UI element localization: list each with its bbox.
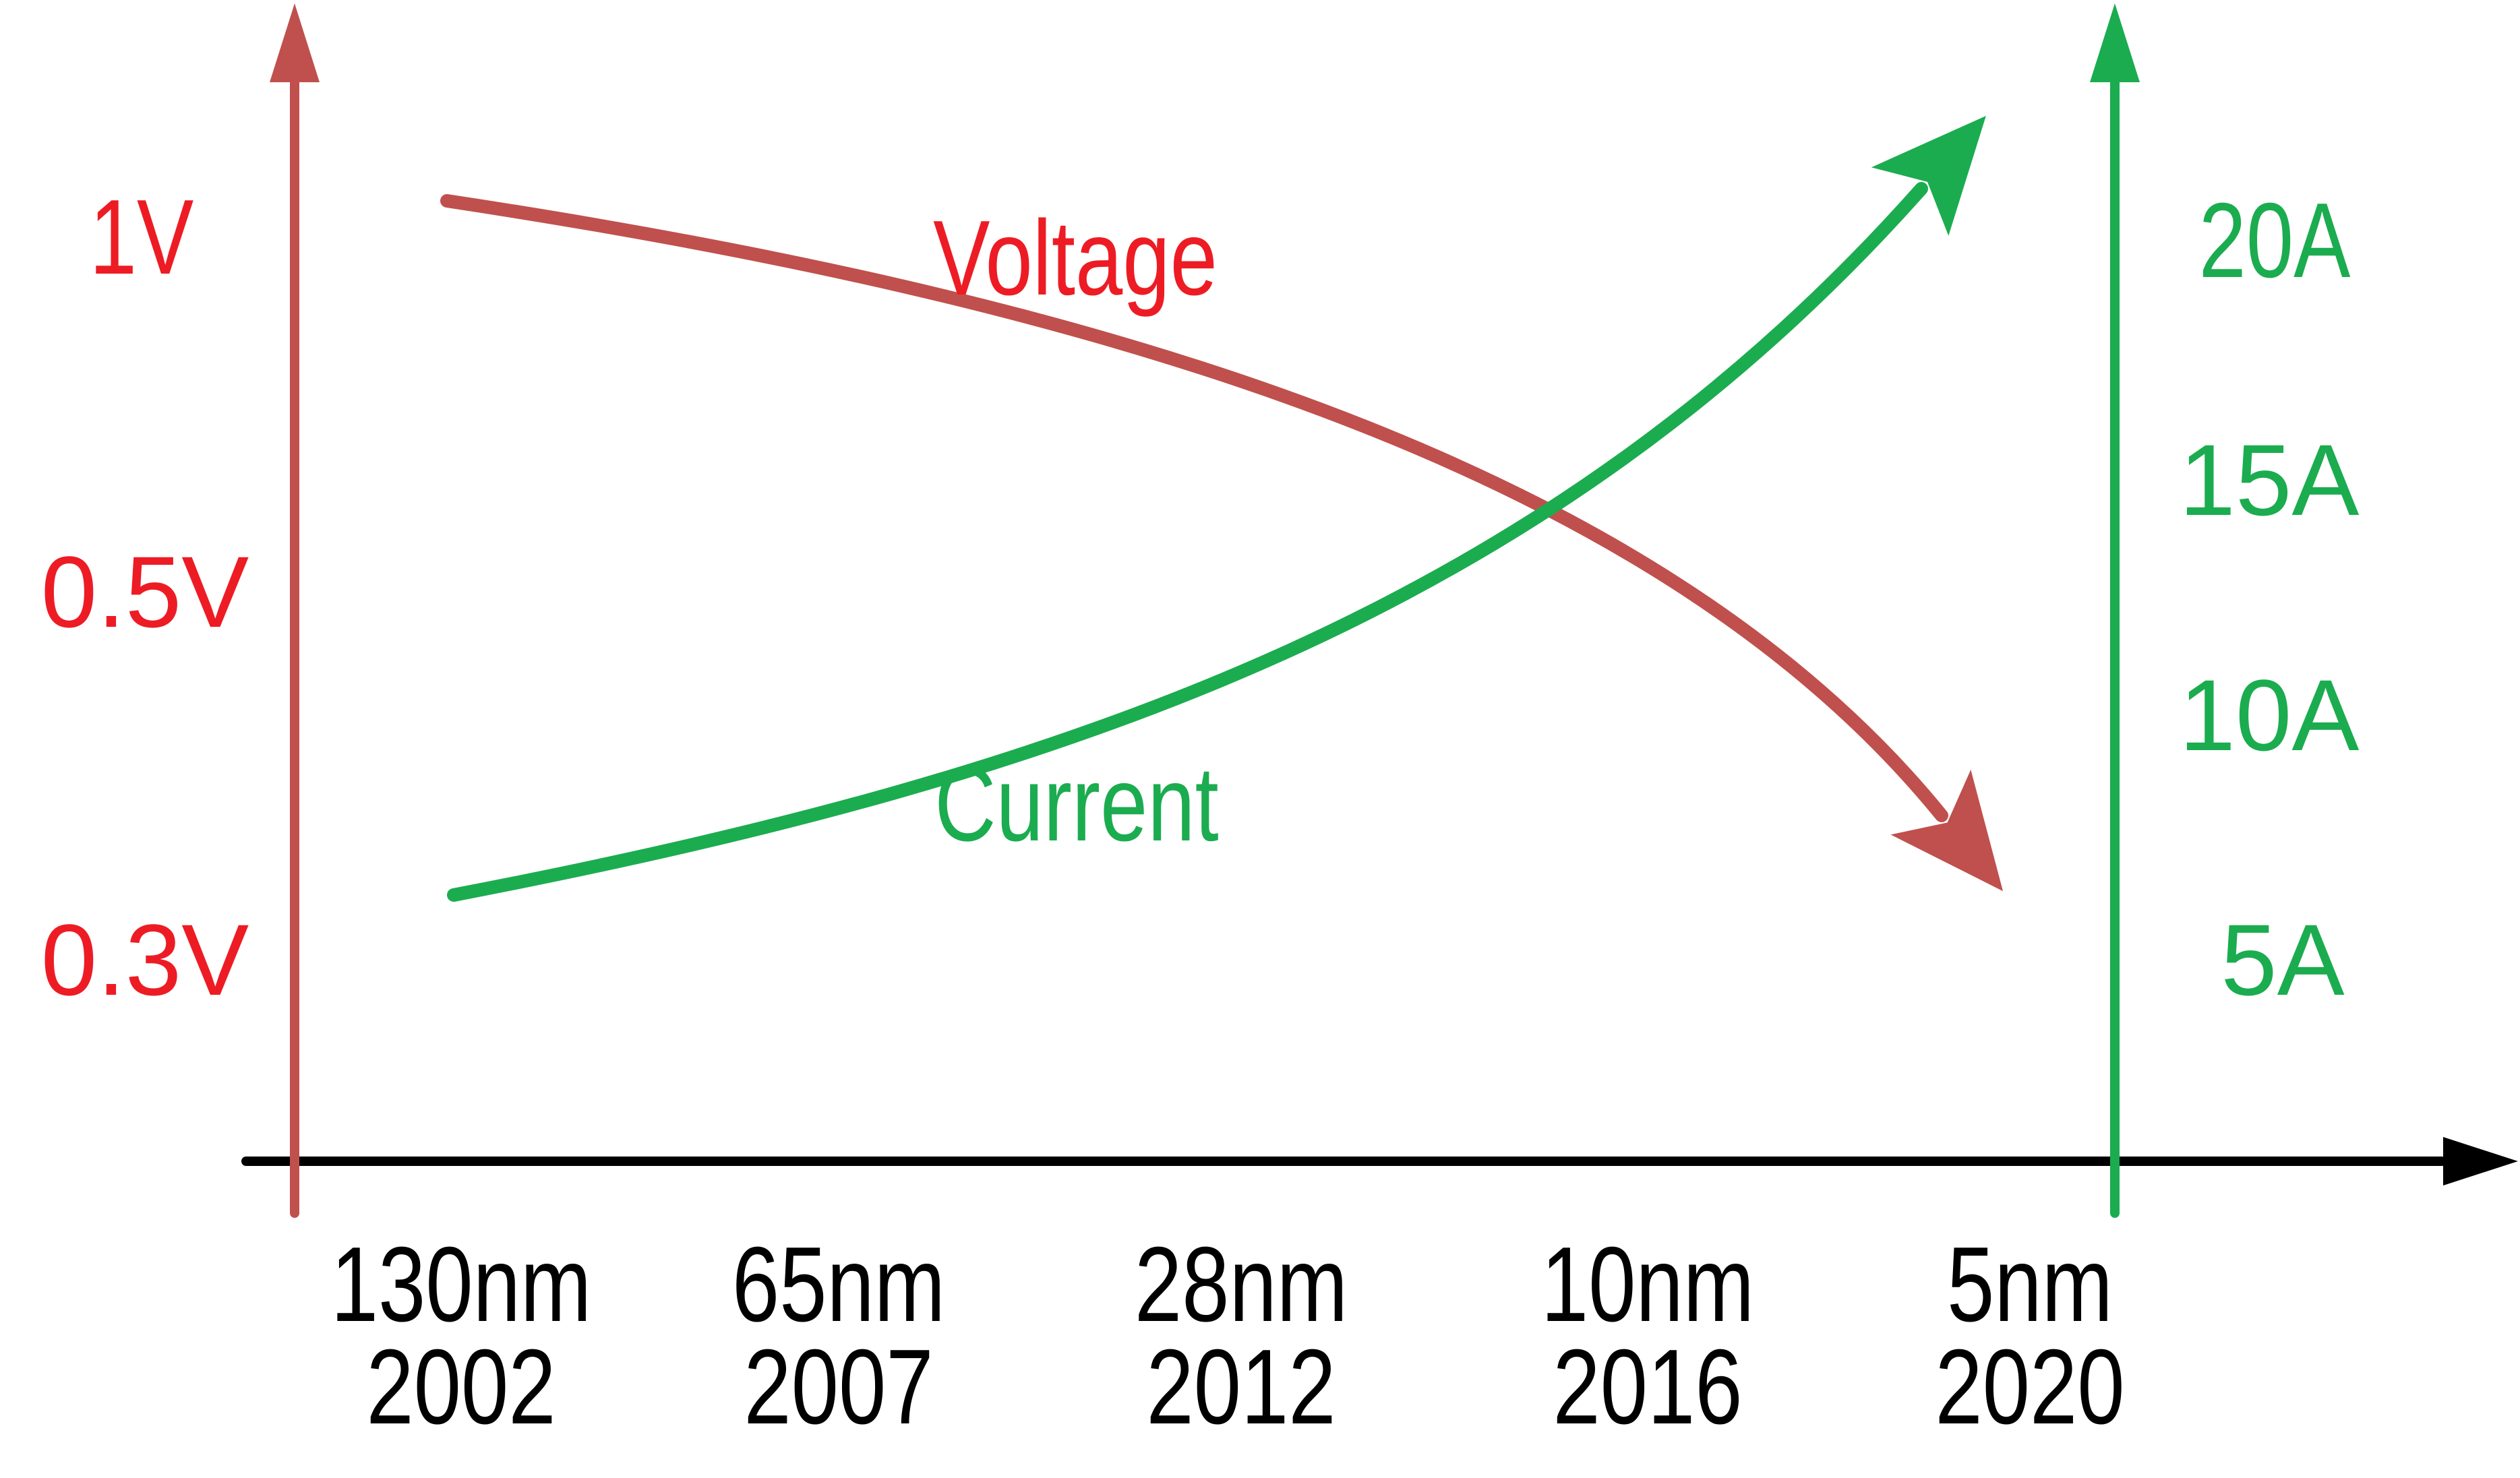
voltage-tick-0-3v: 0.3V [41,903,249,1016]
current-axis-arrowhead-icon [2090,3,2140,82]
voltage-axis [270,3,320,1218]
x-tick-130nm-2002: 130nm 2002 [331,1225,591,1447]
voltage-tick-1v: 1V [90,178,194,297]
x-tick-year-2012: 2012 [1146,1328,1336,1447]
x-tick-year-2002: 2002 [366,1328,556,1447]
current-curve [447,115,1986,902]
x-tick-node-10nm: 10nm [1541,1225,1754,1345]
current-tick-15a: 15A [2180,423,2360,536]
x-tick-node-130nm: 130nm [331,1225,591,1345]
voltage-curve-label: Voltage [933,199,1218,318]
x-axis-ticks: 130nm 2002 65nm 2007 28nm 2012 10nm 2016… [331,1225,2125,1447]
x-tick-10nm-2016: 10nm 2016 [1541,1225,1754,1447]
x-tick-year-2020: 2020 [1935,1328,2124,1447]
x-tick-5nm-2020: 5nm 2020 [1935,1225,2124,1447]
x-tick-year-2016: 2016 [1553,1328,1742,1447]
x-tick-year-2007: 2007 [744,1328,933,1447]
x-axis-arrowhead-icon [2443,1137,2518,1186]
x-axis [241,1137,2518,1186]
x-tick-28nm-2012: 28nm 2012 [1135,1225,1348,1447]
voltage-curve [440,194,2004,892]
current-tick-5a: 5A [2221,903,2344,1016]
x-tick-65nm-2007: 65nm 2007 [732,1225,945,1447]
x-tick-node-28nm: 28nm [1135,1225,1348,1345]
x-tick-node-65nm: 65nm [732,1225,945,1345]
current-tick-20a: 20A [2199,181,2351,301]
current-axis [2090,3,2140,1218]
voltage-axis-arrowhead-icon [270,3,320,82]
x-tick-node-5nm: 5nm [1947,1225,2113,1345]
voltage-axis-ticks: 1V 0.5V 0.3V [41,178,249,1016]
current-axis-ticks: 20A 15A 10A 5A [2180,181,2360,1016]
current-curve-label: Current [934,745,1218,864]
current-tick-10a: 10A [2180,658,2360,772]
voltage-tick-0-5v: 0.5V [41,535,249,648]
